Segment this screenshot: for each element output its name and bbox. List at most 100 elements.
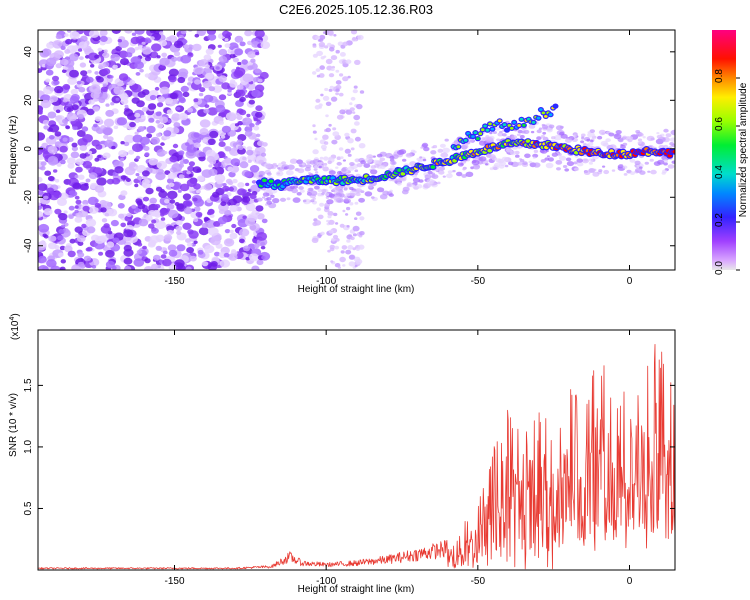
halo-blob <box>426 178 435 185</box>
noise-blob <box>138 218 149 227</box>
noise-blob <box>342 41 349 47</box>
noise-blob <box>176 244 186 252</box>
noise-blob <box>214 251 220 257</box>
halo-blob <box>299 189 305 193</box>
halo-blob <box>460 143 469 149</box>
noise-blob <box>326 30 334 36</box>
noise-blob <box>188 161 195 167</box>
noise-blob <box>128 149 135 155</box>
noise-blob <box>87 196 99 206</box>
halo-blob <box>427 170 433 175</box>
halo-blob <box>496 138 501 142</box>
noise-blob <box>60 45 66 51</box>
halo-blob <box>590 139 594 143</box>
halo-blob <box>370 165 376 169</box>
noise-blob <box>215 66 220 70</box>
noise-blob <box>194 79 201 85</box>
noise-blob <box>100 35 108 43</box>
noise-blob <box>234 48 244 56</box>
halo-blob <box>432 145 438 149</box>
noise-blob <box>339 109 346 115</box>
noise-blob <box>201 169 213 178</box>
y-tick-label: -40 <box>23 238 34 253</box>
noise-blob <box>88 205 99 214</box>
halo-blob <box>628 136 633 140</box>
noise-blob <box>223 252 230 258</box>
noise-blob <box>166 178 175 184</box>
noise-blob <box>104 139 114 148</box>
noise-blob <box>144 266 153 270</box>
noise-blob <box>149 30 157 34</box>
halo-blob <box>573 134 577 138</box>
noise-blob <box>45 78 51 83</box>
noise-blob <box>157 96 166 103</box>
noise-blob <box>43 125 49 130</box>
noise-blob <box>68 205 75 211</box>
noise-blob <box>224 229 231 234</box>
noise-blob <box>251 89 261 98</box>
noise-blob <box>325 114 329 118</box>
noise-blob <box>74 195 80 200</box>
noise-blob <box>199 119 211 128</box>
halo-blob <box>528 124 536 129</box>
noise-blob <box>66 157 76 165</box>
noise-blob <box>347 75 351 79</box>
halo-blob <box>504 164 509 168</box>
snr-y-ticks: 0.5 1.0 1.5 <box>23 378 675 515</box>
noise-blob <box>135 155 141 160</box>
noise-blob <box>102 152 111 159</box>
noise-blob <box>143 37 152 44</box>
noise-blob <box>71 146 78 152</box>
halo-blob <box>380 165 386 170</box>
halo-blob <box>530 130 535 134</box>
noise-blob <box>163 151 168 155</box>
noise-blob <box>245 94 249 98</box>
noise-blob <box>330 55 338 61</box>
noise-blob <box>353 256 361 262</box>
noise-blob <box>43 195 49 200</box>
noise-blob <box>180 54 192 64</box>
noise-blob <box>324 45 329 49</box>
noise-blob <box>210 261 218 267</box>
noise-blob <box>70 88 79 96</box>
noise-blob <box>251 180 257 184</box>
noise-blob <box>205 219 217 229</box>
noise-blob <box>312 124 316 128</box>
halo-blob <box>646 135 655 142</box>
noise-blob <box>328 47 335 52</box>
halo-blob <box>472 164 481 170</box>
noise-blob <box>312 71 317 75</box>
noise-blob <box>241 59 248 65</box>
halo-blob <box>410 184 416 188</box>
noise-blob <box>218 120 224 125</box>
noise-blob <box>334 245 340 250</box>
halo-blob <box>492 131 497 134</box>
halo-blob <box>657 159 665 165</box>
halo-blob <box>524 153 531 159</box>
noise-blob <box>77 252 85 258</box>
noise-blob <box>234 123 240 127</box>
noise-blob <box>162 250 168 255</box>
halo-blob <box>505 148 513 153</box>
noise-blob <box>38 132 46 141</box>
noise-blob <box>146 125 156 134</box>
noise-blob <box>167 172 177 180</box>
noise-blob <box>187 107 194 113</box>
noise-blob <box>335 80 342 85</box>
halo-blob <box>367 184 373 189</box>
noise-blob <box>222 30 231 38</box>
noise-blob <box>155 119 161 124</box>
noise-blob <box>180 85 189 93</box>
noise-blob <box>322 95 330 101</box>
halo-blob <box>577 162 584 167</box>
noise-blob <box>188 173 193 177</box>
noise-blob <box>57 235 64 241</box>
halo-blob <box>452 169 456 173</box>
noise-blob <box>218 48 228 56</box>
halo-blob <box>447 170 453 174</box>
noise-blob <box>58 229 65 234</box>
halo-blob <box>396 178 402 182</box>
noise-blob <box>67 162 75 169</box>
noise-blob <box>359 216 365 221</box>
noise-blob <box>336 114 344 120</box>
